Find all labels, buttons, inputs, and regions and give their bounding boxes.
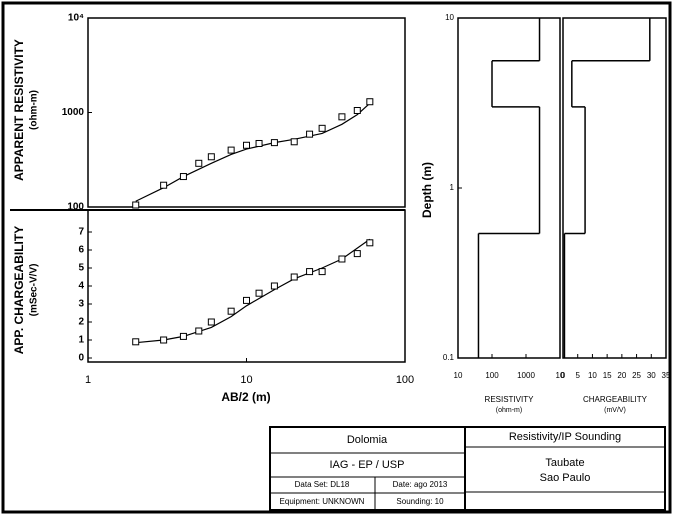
y-tick-label: 1000 — [62, 107, 85, 118]
data-point — [318, 268, 326, 276]
block-text: Dolomia — [347, 434, 388, 446]
data-point — [195, 327, 203, 335]
y-tick-label: 1 — [78, 335, 84, 346]
x-tick-label: 25 — [632, 371, 641, 380]
y-axis-unit: (ohm-m) — [29, 90, 40, 130]
y-tick-label: 0 — [78, 353, 84, 364]
data-point — [338, 255, 346, 263]
y-tick-label: 3 — [78, 299, 84, 310]
x-axis-unit: (ohm-m) — [496, 407, 522, 414]
data-point — [366, 98, 374, 106]
data-point — [207, 153, 215, 161]
data-point — [255, 139, 263, 147]
x-tick-label: 10 — [240, 374, 252, 386]
x-tick-label: 100 — [396, 374, 414, 386]
x-axis-unit: (mV/V) — [604, 407, 626, 414]
y-axis-unit: (mSec-V/V) — [29, 264, 40, 317]
data-point — [179, 173, 187, 181]
data-point — [132, 201, 140, 209]
fit-line — [135, 238, 371, 344]
x-tick-label: 5 — [575, 371, 580, 380]
data-point — [290, 138, 298, 146]
y-tick-label: 6 — [78, 245, 84, 256]
data-point — [195, 159, 203, 167]
x-tick-label: 15 — [603, 371, 612, 380]
block-text: Resistivity/IP Sounding — [509, 431, 621, 443]
y-tick-label: 7 — [78, 227, 84, 238]
y-tick-label: 1 — [450, 183, 455, 192]
data-point — [160, 181, 168, 189]
x-tick-label: 1 — [85, 374, 91, 386]
data-point — [270, 139, 278, 147]
x-tick-label: 1000 — [517, 371, 535, 380]
data-point — [306, 268, 314, 276]
y-tick-label: 0.1 — [443, 353, 455, 362]
fit-line — [135, 102, 371, 202]
block-text: Sounding: 10 — [396, 497, 444, 506]
data-point — [255, 289, 263, 297]
data-point — [243, 141, 250, 149]
x-tick-label: 10 — [556, 371, 565, 380]
x-tick-label: 10 — [454, 371, 463, 380]
y-axis-label: Depth (m) — [420, 162, 434, 218]
x-axis-label: RESISTIVITY — [485, 395, 535, 404]
x-tick-label: 20 — [617, 371, 626, 380]
data-point — [243, 296, 250, 304]
data-point — [338, 113, 346, 121]
title-block — [269, 426, 666, 511]
block-text: Taubate — [545, 457, 584, 469]
y-axis-label: APPARENT RESISTIVITY — [12, 39, 26, 181]
x-tick-label: 30 — [647, 371, 656, 380]
y-tick-label: 10 — [445, 13, 454, 22]
x-tick-label: 35 — [662, 371, 671, 380]
data-point — [132, 338, 140, 346]
data-point — [227, 146, 235, 154]
plot-frame — [457, 17, 561, 359]
block-frame — [269, 426, 666, 511]
data-point — [318, 124, 326, 132]
data-point — [366, 239, 374, 247]
data-point — [353, 106, 361, 114]
data-point — [179, 332, 187, 340]
x-axis-label: AB/2 (m) — [221, 390, 270, 404]
x-tick-label: 0 — [561, 371, 566, 380]
data-point — [160, 336, 168, 344]
x-tick-label: 100 — [485, 371, 499, 380]
y-tick-label: 5 — [78, 263, 84, 274]
x-axis-label: CHARGEABILITY — [583, 395, 648, 404]
data-point — [353, 250, 361, 258]
data-point — [290, 273, 298, 281]
block-text: IAG - EP / USP — [330, 459, 405, 471]
y-tick-label: 10⁴ — [68, 13, 84, 24]
y-tick-label: 4 — [78, 281, 84, 292]
block-text: Sao Paulo — [540, 472, 591, 484]
data-point — [227, 307, 235, 315]
data-point — [306, 130, 314, 138]
block-text: Data Set: DL18 — [295, 480, 350, 489]
plot-frame — [562, 17, 667, 359]
y-tick-label: 100 — [67, 202, 84, 213]
x-tick-label: 10 — [588, 371, 597, 380]
block-text: Date: ago 2013 — [393, 480, 448, 489]
data-point — [207, 318, 215, 326]
block-text: Equipment: UNKNOWN — [280, 497, 365, 506]
y-axis-label: APP. CHARGEABILITY — [12, 226, 26, 354]
y-tick-label: 2 — [78, 317, 84, 328]
data-point — [270, 282, 278, 290]
